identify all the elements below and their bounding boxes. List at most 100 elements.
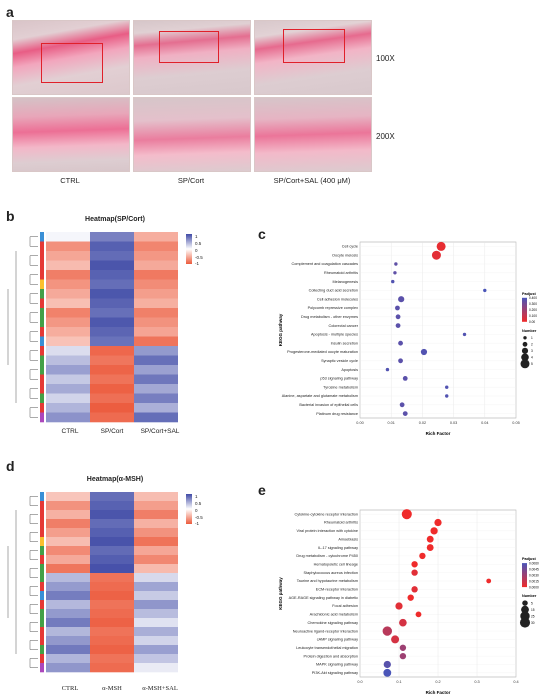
- heatmap-cell: [46, 528, 90, 538]
- heatmap-cell: [46, 537, 90, 547]
- heatmap-b-title: Heatmap(SP/Cort): [85, 216, 145, 223]
- y-tick-label: p53 signaling pathway: [320, 377, 358, 381]
- y-tick-label: PI3K-Akt signaling pathway: [312, 671, 358, 675]
- colorbar-d-tick-5: -1: [195, 521, 200, 526]
- micrograph-spcort-sal-100x: [254, 20, 372, 95]
- heatmap-cell: [134, 241, 178, 252]
- heatmap-d-title: Heatmap(α-MSH): [86, 476, 144, 483]
- cluster-strip-cell: [40, 492, 44, 502]
- data-point: [434, 518, 442, 527]
- color-legend-tick: 0.0015: [529, 579, 539, 583]
- heatmap-cell: [134, 393, 178, 404]
- heatmap-cell: [46, 645, 90, 655]
- x-tick-label: 0.00: [356, 421, 363, 425]
- heatmap-cell: [46, 241, 90, 252]
- size-legend-label: 2: [531, 343, 533, 347]
- heatmap-cell: [134, 591, 178, 601]
- heatmap-b-col-1: CTRL: [61, 428, 79, 435]
- color-legend-title: Padjust: [522, 557, 536, 561]
- heatmap-cell: [90, 241, 134, 252]
- data-point: [462, 332, 467, 337]
- heatmap-cell: [134, 289, 178, 299]
- heatmap-cell: [90, 403, 134, 413]
- data-point: [436, 241, 446, 251]
- colorbar-b-tick-5: -1: [195, 261, 200, 266]
- data-point: [398, 358, 403, 364]
- size-legend-label: 1: [531, 336, 533, 340]
- data-point: [395, 305, 400, 311]
- size-legend-title: Number: [522, 329, 537, 333]
- data-point: [419, 552, 426, 560]
- heatmap-cell: [90, 510, 134, 520]
- y-tick-label: Leukocyte transendothelial migration: [296, 646, 358, 650]
- heatmap-cell: [90, 564, 134, 574]
- heatmap-cell: [46, 546, 90, 556]
- heatmap-cell: [90, 308, 134, 318]
- size-legend-title: Number: [522, 594, 537, 598]
- heatmap-cell: [90, 600, 134, 610]
- y-tick-label: Progesterone-mediated oocyte maturation: [287, 350, 358, 354]
- heatmap-cell: [90, 336, 134, 347]
- heatmap-cell: [46, 403, 90, 413]
- y-tick-label: Hematopoietic cell lineage: [314, 562, 358, 566]
- color-legend-tick: 0.400: [529, 296, 537, 300]
- cluster-strip-cell: [40, 528, 44, 538]
- data-point: [402, 376, 408, 381]
- heatmap-cell: [134, 609, 178, 619]
- heatmap-cell: [134, 537, 178, 547]
- cluster-strip-cell: [40, 327, 44, 337]
- heatmap-cell: [134, 346, 178, 356]
- colorbar-d-tick-4: -0.5: [195, 515, 203, 520]
- cluster-strip-cell: [40, 546, 44, 556]
- heatmap-cell: [46, 591, 90, 601]
- y-tick-label: Cell cycle: [342, 245, 358, 249]
- y-tick-label: Focal adhesion: [332, 604, 358, 608]
- y-tick-label: Rheumatoid arthritis: [324, 271, 358, 275]
- y-tick-label: Drug metabolism - cytochrome P450: [296, 554, 358, 558]
- heatmap-cell: [90, 519, 134, 529]
- x-tick-label: 0.01: [388, 421, 395, 425]
- size-legend-label: 5: [531, 362, 533, 366]
- heatmap-cell: [134, 384, 178, 394]
- size-legend-label: 4: [531, 356, 533, 360]
- y-tick-label: Platinum drug resistance: [316, 412, 358, 416]
- heatmap-cell: [90, 654, 134, 664]
- heatmap-cell: [90, 374, 134, 385]
- color-legend-tick: 0.00: [529, 320, 535, 324]
- panel-d-label: d: [6, 458, 15, 474]
- heatmap-cell: [134, 260, 178, 271]
- cluster-strip-cell: [40, 591, 44, 601]
- y-tick-label: Neuroactive ligand-receptor interaction: [293, 629, 358, 633]
- heatmap-cell: [134, 365, 178, 375]
- cluster-strip-cell: [40, 279, 44, 290]
- colorbar-b-tick-2: 0.5: [195, 241, 202, 246]
- y-tick-label: Chemokine signaling pathway: [308, 621, 359, 625]
- data-point: [399, 402, 405, 408]
- heatmap-cell: [134, 492, 178, 502]
- y-tick-label: Bacterial invasion of epithelial cells: [299, 403, 358, 407]
- cluster-strip-cell: [40, 600, 44, 610]
- heatmap-cell: [134, 501, 178, 511]
- x-tick-label: 0.02: [419, 421, 426, 425]
- color-legend-tick: 0.0060: [529, 561, 539, 565]
- heatmap-cell: [134, 636, 178, 646]
- heatmap-cell: [134, 645, 178, 655]
- panel-e-label: e: [258, 482, 266, 498]
- data-point: [398, 296, 405, 303]
- heatmap-cell: [46, 654, 90, 664]
- color-legend-title: Padjust: [522, 292, 536, 296]
- data-point: [395, 602, 403, 610]
- y-tick-label: Apoptosis: [341, 368, 358, 372]
- condition-spcort-sal: SP/Cort+SAL (400 μM): [273, 176, 351, 185]
- cluster-strip-cell: [40, 537, 44, 547]
- colorbar-d: [186, 494, 192, 524]
- micrograph-spcort-200x: [133, 97, 251, 172]
- heatmap-cell: [90, 645, 134, 655]
- heatmap-b: [7, 232, 178, 423]
- y-tick-label: Alanine, aspartate and glutamate metabol…: [282, 394, 358, 398]
- data-point: [430, 527, 438, 535]
- cluster-strip-cell: [40, 663, 44, 673]
- x-tick-label: 0.3: [474, 680, 479, 684]
- heatmap-cell: [46, 582, 90, 592]
- heatmap-cell: [46, 336, 90, 347]
